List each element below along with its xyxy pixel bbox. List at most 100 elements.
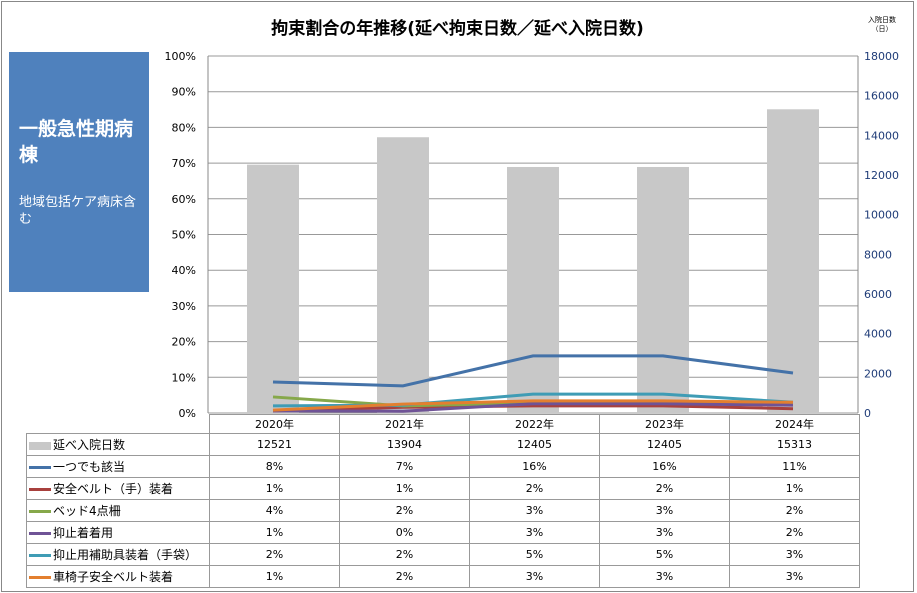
table-cell: 3% (599, 565, 730, 588)
table-cell: 12521 (209, 433, 340, 456)
legend-entry: ベッド4点柵 (26, 499, 210, 522)
table-cell: 3% (469, 521, 600, 544)
series-name: ベッド4点柵 (53, 504, 121, 518)
y-tick-label: 40% (172, 264, 196, 277)
series-name: 安全ベルト（手）装着 (53, 482, 174, 496)
series-name: 抑止用補助具装着（手袋） (53, 548, 198, 562)
legend-entry: 抑止用補助具装着（手袋） (26, 543, 210, 566)
table-corner (26, 414, 210, 434)
table-cell: 2% (469, 477, 600, 500)
y2-tick-label: 12000 (864, 169, 899, 182)
table-cell: 1% (339, 477, 470, 500)
series-name: 車椅子安全ベルト装着 (53, 570, 174, 584)
x-tick-label: 2023年 (599, 414, 730, 434)
table-cell: 16% (469, 455, 600, 478)
ward-subtext: 地域包括ケア病床含む (19, 195, 137, 227)
table-cell: 16% (599, 455, 730, 478)
table-cell: 2% (729, 499, 860, 522)
legend-entry: 一つでも該当 (26, 455, 210, 478)
table-cell: 2% (729, 521, 860, 544)
legend-key (29, 554, 51, 557)
table-row: 抑止用補助具装着（手袋） 2% 2% 5% 5% 3% (26, 543, 860, 566)
legend-key (29, 488, 51, 491)
table-cell: 2% (599, 477, 730, 500)
series-name: 一つでも該当 (53, 460, 126, 474)
table-cell: 3% (599, 499, 730, 522)
y-tick-label: 70% (172, 157, 196, 170)
bar (767, 109, 819, 413)
table-cell: 5% (469, 543, 600, 566)
table-cell: 1% (209, 477, 340, 500)
table-cell: 11% (729, 455, 860, 478)
y2-tick-label: 14000 (864, 129, 899, 142)
ward-heading: 一般急性期病棟 (19, 118, 134, 166)
table-cell: 0% (339, 521, 470, 544)
bar (247, 164, 299, 413)
table-header-row: 2020年 2021年 2022年 2023年 2024年 (26, 414, 860, 434)
table-cell: 12405 (599, 433, 730, 456)
table-cell: 3% (599, 521, 730, 544)
table-cell: 13904 (339, 433, 470, 456)
x-tick-label: 2020年 (209, 414, 340, 434)
table-row: 抑止着着用 1% 0% 3% 3% 2% (26, 521, 860, 544)
table-row: 車椅子安全ベルト装着 1% 2% 3% 3% 3% (26, 565, 860, 588)
table-cell: 2% (209, 543, 340, 566)
table-cell: 3% (729, 565, 860, 588)
y2-tick-label: 18000 (864, 50, 899, 63)
series-line (272, 354, 794, 388)
table-cell: 3% (729, 543, 860, 566)
table-cell: 1% (209, 521, 340, 544)
legend-entry: 車椅子安全ベルト装着 (26, 565, 210, 588)
table-cell: 1% (209, 565, 340, 588)
y-tick-label: 30% (172, 300, 196, 313)
y-tick-label: 80% (172, 121, 196, 134)
y2-axis-label: 入院日数（日） (868, 16, 896, 33)
table-cell: 8% (209, 455, 340, 478)
data-table: 2020年 2021年 2022年 2023年 2024年延べ入院日数 12521 1390… (26, 414, 860, 588)
series-name: 抑止着着用 (53, 526, 114, 540)
series-line (272, 399, 794, 412)
legend-key (29, 576, 51, 579)
series-line (272, 404, 794, 413)
x-tick-label: 2022年 (469, 414, 600, 434)
table-row: 安全ベルト（手）装着 1% 1% 2% 2% 1% (26, 477, 860, 500)
bar (637, 166, 689, 413)
bar (507, 166, 559, 413)
legend-key (29, 532, 51, 535)
table-cell: 5% (599, 543, 730, 566)
y-tick-label: 10% (172, 371, 196, 384)
chart-title: 拘束割合の年推移(延べ拘束日数／延べ入院日数) (271, 19, 644, 39)
legend-key (29, 466, 51, 469)
table-cell: 7% (339, 455, 470, 478)
table-cell: 12405 (469, 433, 600, 456)
table-cell: 4% (209, 499, 340, 522)
y-tick-label: 90% (172, 86, 196, 99)
ward-label-box: 一般急性期病棟 地域包括ケア病床含む (9, 52, 149, 292)
table-cell: 2% (339, 565, 470, 588)
y2-tick-label: 0 (864, 407, 871, 420)
table-cell: 3% (469, 565, 600, 588)
table-cell: 2% (339, 543, 470, 566)
table-cell: 2% (339, 499, 470, 522)
y2-tick-label: 16000 (864, 90, 899, 103)
y2-tick-label: 2000 (864, 367, 892, 380)
legend-entry: 安全ベルト（手）装着 (26, 477, 210, 500)
y2-tick-label: 8000 (864, 248, 892, 261)
table-cell: 15313 (729, 433, 860, 456)
legend-key (29, 510, 51, 513)
series-name: 延べ入院日数 (53, 438, 126, 452)
y-tick-label: 60% (172, 193, 196, 206)
y2-tick-label: 10000 (864, 209, 899, 222)
table-cell: 3% (469, 499, 600, 522)
y2-tick-label: 6000 (864, 288, 892, 301)
legend-key (29, 441, 51, 450)
y2-tick-label: 4000 (864, 328, 892, 341)
y-tick-label: 100% (165, 50, 196, 63)
x-tick-label: 2024年 (729, 414, 860, 434)
bar (377, 137, 429, 413)
series-line (272, 402, 794, 413)
table-cell: 1% (729, 477, 860, 500)
legend-entry: 抑止着着用 (26, 521, 210, 544)
